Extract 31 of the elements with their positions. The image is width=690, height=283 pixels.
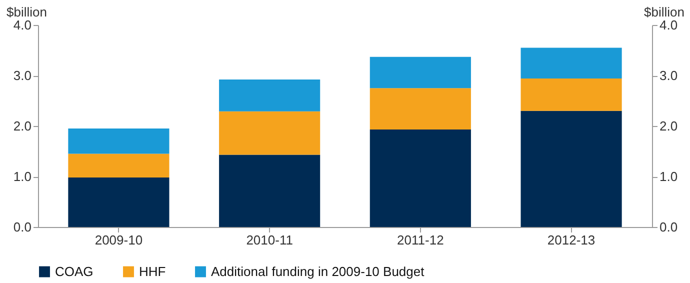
bar bbox=[68, 128, 170, 154]
y-axis-title: $billion bbox=[6, 4, 47, 20]
y2-tick-label: 4.0 bbox=[660, 18, 678, 32]
legend-label: Additional funding in 2009-10 Budget bbox=[211, 264, 425, 279]
y2-tick-label: 1.0 bbox=[660, 169, 678, 184]
bar bbox=[219, 154, 320, 227]
bar bbox=[520, 48, 622, 79]
legend-label: COAG bbox=[55, 264, 94, 279]
y-tick-label: 4.0 bbox=[13, 18, 32, 32]
x-tick-label: 2012-13 bbox=[547, 232, 596, 248]
y2-tick-label: 3.0 bbox=[660, 68, 678, 83]
bar bbox=[370, 130, 471, 227]
bar bbox=[370, 56, 471, 88]
x-tick-label: 2011-12 bbox=[397, 232, 444, 248]
bar bbox=[219, 80, 320, 112]
y-tick-label: 0.0 bbox=[13, 220, 32, 234]
bar bbox=[68, 178, 170, 227]
y2-tick-label: 0.0 bbox=[660, 220, 678, 234]
y-tick-label: 3.0 bbox=[13, 68, 32, 83]
bar bbox=[68, 154, 170, 178]
x-tick-label: 2010-11 bbox=[246, 232, 293, 248]
y-tick-label: 1.0 bbox=[13, 169, 32, 184]
legend-label: HHF bbox=[139, 264, 166, 279]
bar bbox=[520, 78, 622, 111]
y2-tick-label: 2.0 bbox=[660, 118, 678, 134]
bar bbox=[370, 88, 471, 130]
y2-axis-title: $billion bbox=[644, 4, 684, 20]
bar bbox=[520, 110, 622, 227]
y-tick-label: 2.0 bbox=[13, 118, 32, 134]
x-tick-label: 2009-10 bbox=[94, 232, 143, 248]
bar bbox=[219, 111, 320, 155]
